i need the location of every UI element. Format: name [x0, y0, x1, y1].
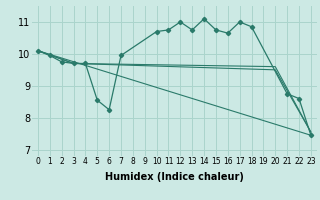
X-axis label: Humidex (Indice chaleur): Humidex (Indice chaleur) — [105, 172, 244, 182]
